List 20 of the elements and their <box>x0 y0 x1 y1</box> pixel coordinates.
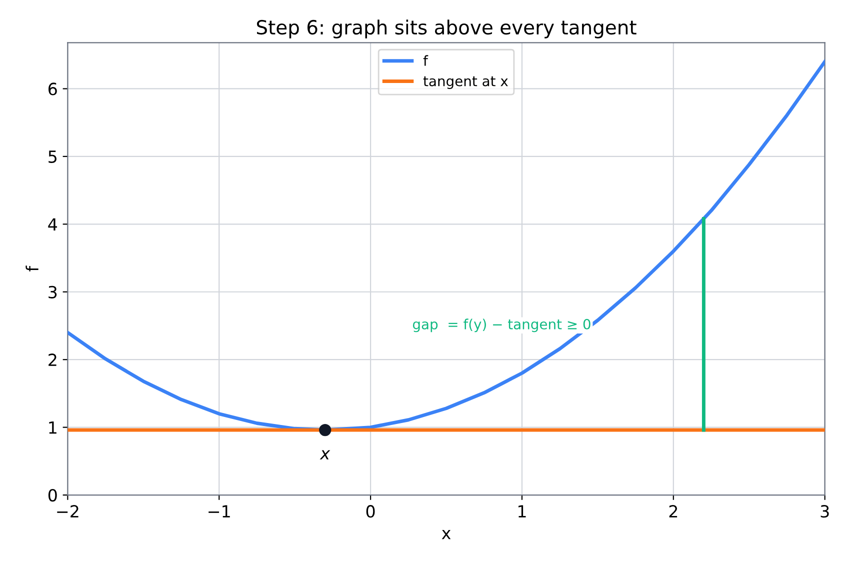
y-tick-label: 2 <box>48 354 56 366</box>
legend-label: tangent at x <box>423 76 508 90</box>
x-tick-label: 2 <box>669 505 678 518</box>
y-axis-title: f <box>26 266 38 272</box>
y-tick-label: 6 <box>48 82 57 96</box>
legend-label: f <box>423 55 428 66</box>
x-tick-label: 1 <box>518 505 526 518</box>
x-tick-label: −2 <box>57 505 78 518</box>
x-tick-label: −1 <box>208 505 230 518</box>
y-tick-label: 1 <box>49 421 56 434</box>
y-tick-label: 3 <box>48 286 57 298</box>
annotation: x <box>320 450 330 460</box>
y-tick-label: 0 <box>48 488 57 502</box>
y-tick-label: 4 <box>48 218 58 230</box>
y-tick-label: 5 <box>48 150 56 164</box>
chart-title: Step 6: graph sits above every tangent <box>256 20 636 38</box>
x-tick-label: 3 <box>820 505 829 518</box>
annotation: gap = f(y) − tangent ≥ 0 <box>412 318 590 332</box>
x-axis-title: x <box>442 530 451 540</box>
x-tick-label: 0 <box>366 505 375 518</box>
